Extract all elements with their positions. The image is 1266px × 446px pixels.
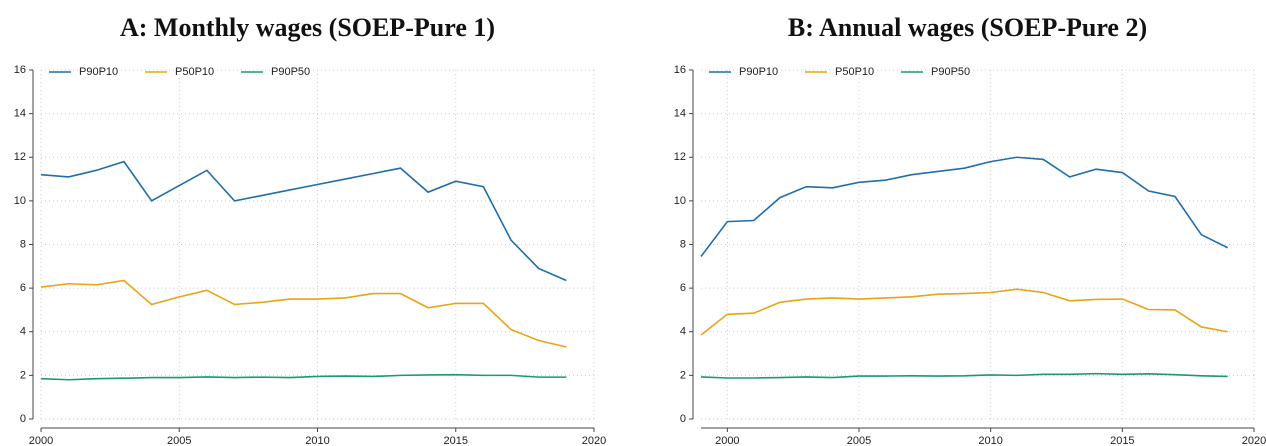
y-tick-label: 2 [680,369,686,381]
y-tick-label: 8 [20,238,26,250]
y-tick-label: 12 [14,151,26,163]
y-tick-label: 4 [680,326,686,338]
x-tick-label: 2000 [715,435,739,446]
series-line [700,156,1229,257]
y-tick-label: 2 [20,369,26,381]
x-tick-label: 2020 [582,435,606,446]
x-tick-label: 2015 [444,435,468,446]
series-line [700,288,1228,336]
x-tick-label: 2020 [1242,435,1266,446]
y-tick-label: 0 [20,413,26,425]
series-line [40,373,567,381]
legend-label: P90P50 [271,66,310,78]
chart-title: B: Annual wages (SOEP-Pure 2) [788,13,1147,42]
x-tick-label: 2015 [1110,435,1134,446]
y-tick-label: 6 [20,282,26,294]
series-line [40,279,567,348]
x-tick-label: 2000 [29,435,53,446]
series-line [700,372,1228,379]
y-tick-label: 4 [20,326,26,338]
y-tick-label: 10 [14,195,26,207]
series-line [40,160,567,282]
y-tick-label: 14 [14,108,26,120]
legend-label: P50P10 [175,66,214,78]
legend-label: P90P10 [79,66,118,78]
x-tick-label: 2010 [305,435,329,446]
y-tick-label: 14 [674,108,686,120]
y-tick-label: 16 [674,64,686,76]
legend-label: P50P10 [835,66,874,78]
y-tick-label: 6 [680,282,686,294]
legend-label: P90P50 [931,66,970,78]
x-tick-label: 2010 [978,435,1002,446]
y-tick-label: 16 [14,64,26,76]
y-tick-label: 8 [680,238,686,250]
legend-label: P90P10 [739,66,778,78]
y-tick-label: 12 [674,151,686,163]
chart-title: A: Monthly wages (SOEP-Pure 1) [120,13,495,42]
y-tick-label: 10 [674,195,686,207]
x-tick-label: 2005 [847,435,871,446]
y-tick-label: 0 [680,413,686,425]
x-tick-label: 2005 [167,435,191,446]
